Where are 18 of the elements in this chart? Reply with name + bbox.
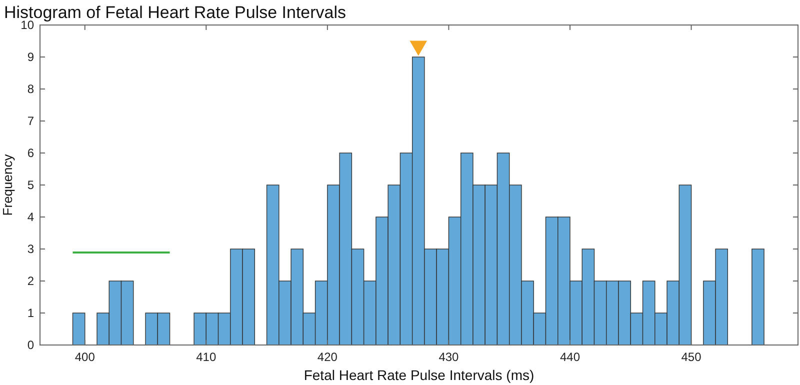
y-tick-label: 8 [27,82,34,96]
y-tick-label: 0 [27,338,34,352]
y-tick-label: 6 [27,146,34,160]
y-tick-label: 1 [27,306,34,320]
y-tick-label: 9 [27,50,34,64]
y-tick-label: 7 [27,114,34,128]
y-axis-title: Frequency [0,154,15,216]
y-tick-label: 3 [27,242,34,256]
x-axis-title: Fetal Heart Rate Pulse Intervals (ms) [304,367,534,383]
x-tick-label: 420 [317,350,338,364]
x-tick-label: 400 [74,350,96,364]
x-tick-label: 430 [438,350,460,364]
x-tick-label: 450 [681,350,702,364]
x-tick-label: 410 [196,350,216,364]
y-tick-label: 2 [27,274,34,288]
x-tick-label: 440 [560,350,580,364]
y-tick-label: 5 [27,178,34,192]
y-tick-label: 4 [27,210,34,224]
